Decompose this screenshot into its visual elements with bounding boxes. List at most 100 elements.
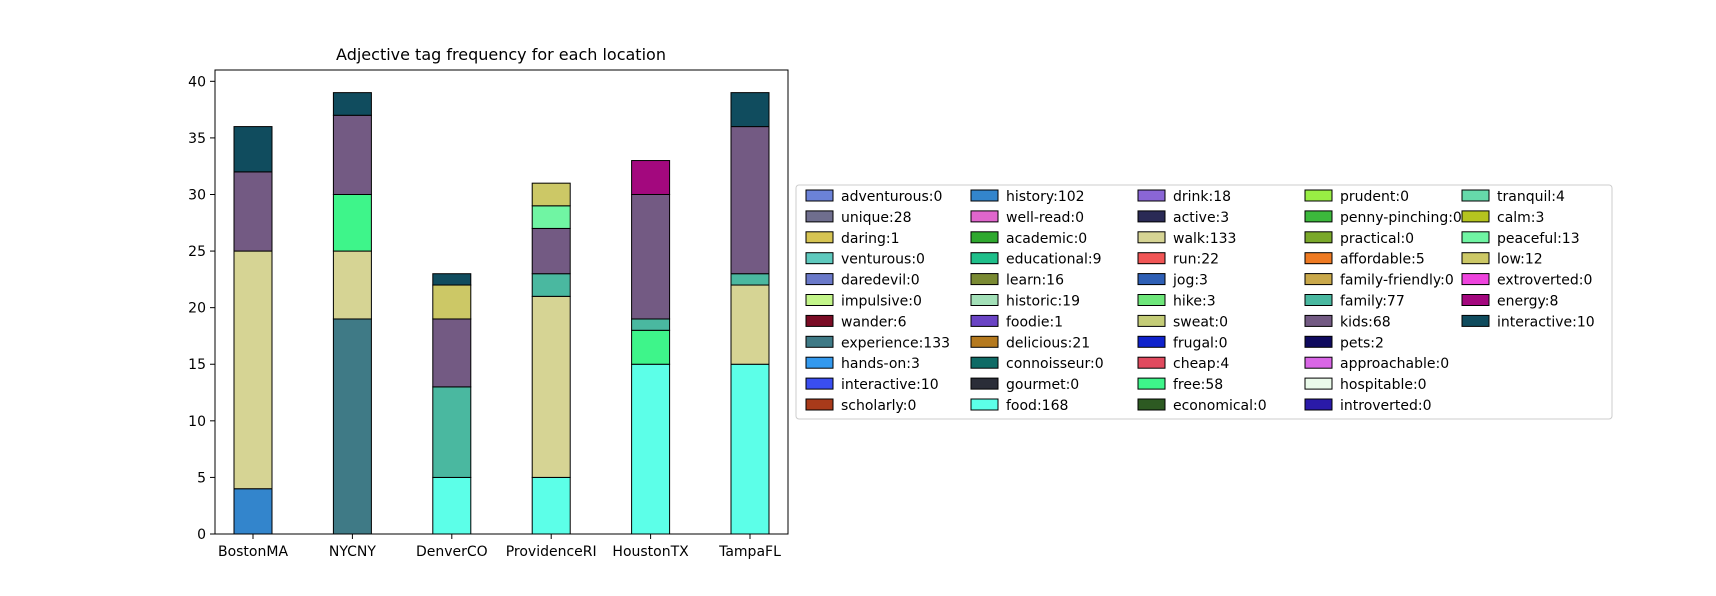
bar-segment	[432, 386, 472, 478]
x-tick-label: BostonMA	[218, 544, 288, 560]
x-tick-label: DenverCO	[416, 544, 488, 560]
bar-segment	[233, 126, 273, 173]
legend-swatch	[1137, 231, 1166, 244]
legend-label: delicious:21	[1006, 335, 1090, 351]
legend-label: academic:0	[1006, 231, 1087, 247]
legend-swatch	[1137, 356, 1166, 369]
legend-label: family:77	[1340, 294, 1405, 310]
legend-frame	[795, 184, 1613, 420]
legend-label: unique:28	[841, 210, 912, 226]
legend-swatch	[1137, 252, 1166, 265]
legend-swatch	[1461, 314, 1490, 327]
bar-segment	[332, 250, 372, 320]
bar-segment	[332, 193, 372, 252]
legend-label: well-read:0	[1006, 210, 1084, 226]
legend-swatch	[805, 314, 834, 327]
legend-swatch	[970, 377, 999, 390]
legend-swatch	[970, 252, 999, 265]
legend-label: tranquil:4	[1497, 189, 1565, 205]
y-tick-label: 35	[188, 131, 206, 147]
legend-label: interactive:10	[1497, 314, 1595, 330]
legend-swatch	[1137, 377, 1166, 390]
legend-swatch	[1461, 252, 1490, 265]
legend-swatch	[970, 398, 999, 411]
legend-swatch	[1304, 231, 1333, 244]
legend-label: sweat:0	[1173, 314, 1228, 330]
legend-label: daredevil:0	[841, 273, 920, 289]
legend-label: experience:133	[841, 335, 950, 351]
legend-swatch	[1461, 210, 1490, 223]
legend-label: practical:0	[1340, 231, 1414, 247]
legend-label: gourmet:0	[1006, 377, 1079, 393]
legend-swatch	[1137, 314, 1166, 327]
legend-swatch	[1137, 335, 1166, 348]
bar-segment	[730, 284, 770, 365]
bar-segment	[631, 363, 671, 535]
x-tick-label: ProvidenceRI	[506, 544, 597, 560]
chart-title: Adjective tag frequency for each locatio…	[336, 45, 666, 64]
legend-swatch	[1137, 189, 1166, 202]
legend-label: introverted:0	[1340, 398, 1432, 414]
bar-segment	[233, 171, 273, 252]
axes-layer: 0 5 10 15 20 25 30 35 40 BostonMA NYCNY DenverCO Pro…	[188, 69, 789, 560]
legend-label: historic:19	[1006, 294, 1080, 310]
legend-label: run:22	[1173, 252, 1219, 268]
bar-segment	[631, 193, 671, 320]
bar-segment	[531, 205, 571, 229]
legend-swatch	[970, 314, 999, 327]
legend-swatch	[970, 231, 999, 244]
legend-swatch	[970, 335, 999, 348]
legend-swatch	[1304, 377, 1333, 390]
legend-label: prudent:0	[1340, 189, 1409, 205]
legend-swatch	[805, 294, 834, 306]
legend-swatch	[970, 210, 999, 223]
legend-label: connoisseur:0	[1006, 356, 1104, 372]
legend-label: penny-pinching:0	[1340, 210, 1462, 226]
y-tick-label: 20	[188, 301, 206, 317]
x-tick-label: HoustonTX	[612, 544, 689, 560]
bar-segment	[730, 92, 770, 128]
legend-label: affordable:5	[1340, 252, 1425, 268]
bar-segment	[730, 126, 770, 275]
legend-label: daring:1	[841, 231, 900, 247]
bar-segment	[432, 318, 472, 388]
legend-label: family-friendly:0	[1340, 273, 1454, 289]
legend-swatch	[1304, 189, 1333, 202]
legend-label: scholarly:0	[841, 398, 916, 414]
bar-segment	[332, 318, 372, 535]
bar-segment	[233, 488, 273, 535]
legend-swatch	[1304, 335, 1333, 348]
bar-segment	[531, 273, 571, 297]
legend-swatch	[1461, 273, 1490, 286]
legend-swatch	[805, 231, 834, 244]
plot-frame	[214, 69, 789, 535]
legend-swatch	[805, 210, 834, 223]
legend-swatch	[805, 273, 834, 286]
bar-segment	[233, 250, 273, 490]
legend-label: hospitable:0	[1340, 377, 1427, 393]
legend-swatch	[1304, 314, 1333, 327]
legend-swatch	[805, 252, 834, 265]
legend-label: learn:16	[1006, 273, 1064, 289]
legend-swatch	[1304, 356, 1333, 369]
legend-label: economical:0	[1173, 398, 1267, 414]
legend-swatch	[805, 356, 834, 369]
legend-label: foodie:1	[1006, 314, 1063, 330]
legend-swatch	[1304, 294, 1333, 306]
bar-segment	[730, 363, 770, 535]
legend-label: wander:6	[841, 314, 907, 330]
bar-segment	[730, 273, 770, 286]
legend-swatch	[805, 377, 834, 390]
legend-label: jog:3	[1172, 273, 1208, 289]
bar-segment	[531, 182, 571, 207]
bar-segment	[531, 295, 571, 478]
bar-segment	[531, 227, 571, 275]
legend-label: calm:3	[1497, 210, 1544, 226]
bar-segment	[432, 476, 472, 535]
legend-swatch	[1461, 189, 1490, 202]
legend-label: history:102	[1006, 189, 1085, 205]
legend-swatch	[970, 273, 999, 286]
legend-label: interactive:10	[841, 377, 939, 393]
